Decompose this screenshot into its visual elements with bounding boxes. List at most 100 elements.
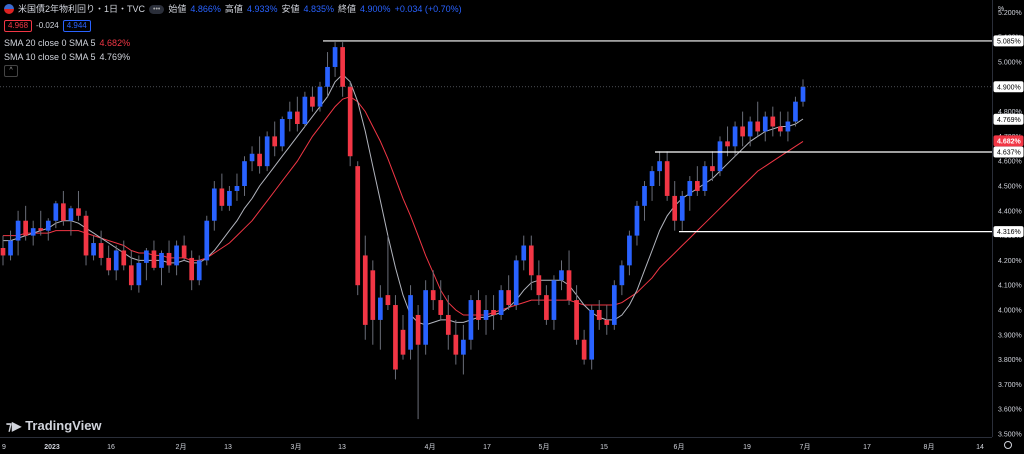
candle-down [76,208,81,216]
candle-down [544,295,549,320]
price-tick-label: 4.000% [998,308,1022,315]
candle-up [144,250,149,263]
price-tag-label: 5.085% [997,38,1021,45]
candle-down [166,252,172,266]
spread-value: -0.024 [36,21,59,30]
candle-up [611,285,617,325]
candle-down [506,290,511,306]
candle-down [672,195,678,221]
candle-down [400,329,406,355]
candle-up [634,205,640,236]
candle-down [0,248,6,256]
candle-down [695,181,700,191]
candle-up [196,260,202,281]
candle-down [536,275,542,296]
time-tick-label: 4月 [425,443,436,451]
time-tick-label: 9 [2,444,6,451]
time-tick-label: 14 [976,444,984,451]
horizontal-lines[interactable] [0,40,992,233]
candle-down [181,245,187,258]
candle-down [151,250,157,268]
sma10-row[interactable]: SMA 10 close 0 SMA 5 4.769% [4,51,462,63]
more-dots-icon[interactable]: ••• [149,4,165,14]
sma20-path [3,96,804,316]
candle-up [559,270,564,281]
candle-down [362,255,368,325]
candle-up [589,310,595,360]
time-tick-label: 7月 [800,443,811,451]
candle-up [785,121,791,132]
candle-up [702,166,708,191]
candle-up [45,220,51,231]
price-tag-box [993,35,1024,47]
sma10-line [3,73,804,326]
buy-button[interactable]: 4.944 [62,20,91,32]
price-tag-box [993,81,1024,93]
candle-down [528,245,534,276]
time-axis[interactable]: 9 2023 16 2月 13 3月 13 4月 17 5月 15 6月 19 7月 17 8月 14 [0,437,1012,452]
candle-up [513,260,519,306]
candle-down [778,126,783,132]
sma20-value: 4.682% [99,38,131,48]
time-tick-label: 2月 [176,443,187,451]
candle-up [649,171,655,186]
time-tick-label: 5月 [539,443,550,451]
time-tick-label: 17 [863,444,871,451]
candle-down [453,334,459,355]
time-tick-label: 13 [338,444,346,451]
symbol-title[interactable]: 米国債2年物利回り・1日・TVC [18,4,146,14]
open-value: 4.866% [190,4,221,14]
open-label: 始値 [168,4,187,14]
candle-down [61,203,66,221]
sma20-row[interactable]: SMA 20 close 0 SMA 5 4.682% [4,37,462,49]
candle-down [725,141,730,147]
candle-up [53,203,59,221]
price-tick-label: 4.400% [998,208,1022,215]
tradingview-logo[interactable]: ⁊▶ TradingView [6,418,102,433]
candle-up [159,252,164,268]
candle-up [279,119,285,147]
price-tag-label: 4.637% [997,150,1021,157]
price-tick-label: 3.600% [998,407,1022,414]
candle-up [378,297,383,320]
candle-up [113,250,119,271]
candle-up [317,86,323,107]
candle-down [393,305,398,370]
candle-down [664,161,670,196]
price-tag-box [993,146,1024,158]
candle-down [438,300,444,315]
candle-up [732,126,738,147]
candle-up [551,280,557,320]
candle-up [679,195,685,221]
chart-legend: 米国債2年物利回り・1日・TVC ••• 始値 4.866% 高値 4.933%… [4,3,462,77]
candle-up [8,240,13,256]
candle-down [430,290,436,301]
candle-up [30,228,36,236]
candle-up [747,121,753,137]
price-tick-label: 4.800% [998,109,1022,116]
candle-down [581,339,587,360]
close-value: 4.900% [360,4,391,14]
candle-down [23,220,28,236]
candle-down [445,314,451,335]
candle-down [340,47,345,87]
candle-down [106,257,111,271]
us-flag-icon [4,4,14,14]
candle-up [483,310,489,320]
collapse-row: ^ [4,65,462,77]
price-tick-label: 3.900% [998,332,1022,339]
candle-down [596,310,602,320]
candle-up [204,220,210,261]
candle-up [461,339,466,355]
candle-down [355,166,361,286]
sell-button[interactable]: 4.968 [4,20,33,32]
candle-down [98,243,104,258]
tradingview-logo-icon: ⁊▶ [6,418,22,433]
candle-up [302,96,308,124]
time-tick-label: 8月 [924,443,935,451]
candle-down [257,153,262,167]
candle-up [91,243,96,256]
collapse-chevron-icon[interactable]: ^ [4,65,18,77]
price-tick-label: 5.200% [998,10,1022,17]
